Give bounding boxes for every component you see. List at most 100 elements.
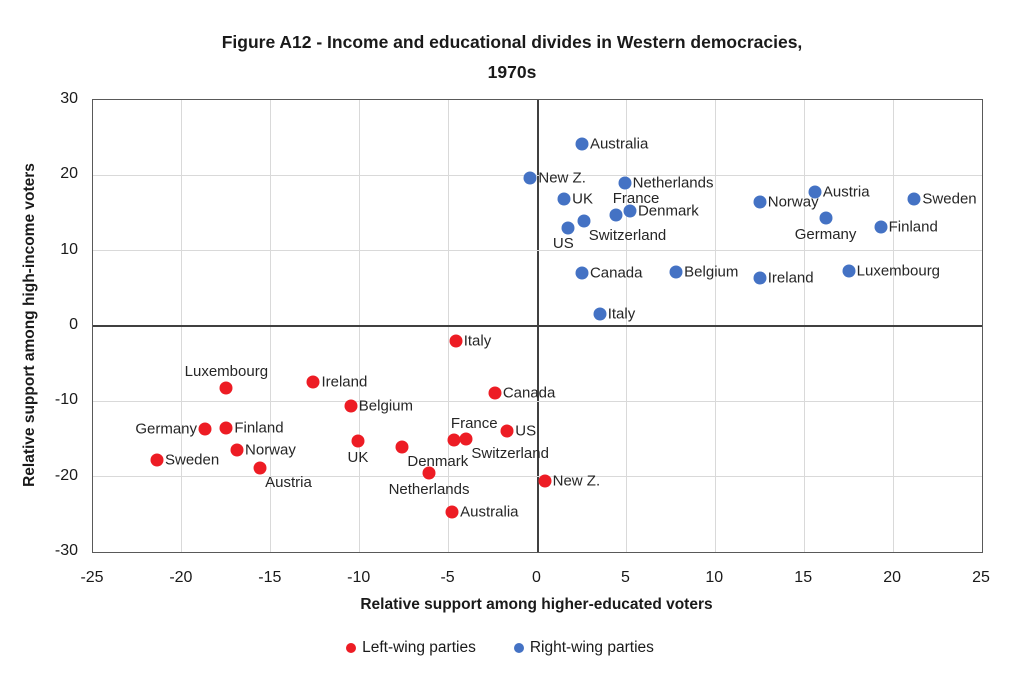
- point-label-right-wing-parties-finland: Finland: [888, 218, 938, 236]
- x-tick-label: -20: [169, 569, 193, 586]
- data-point-right-wing-parties-australia: [575, 137, 589, 151]
- data-point-left-wing-parties-norway: [230, 443, 244, 457]
- y-gridline: [93, 174, 982, 176]
- point-label-left-wing-parties-uk: UK: [347, 449, 369, 467]
- data-point-right-wing-parties-new-z-: [523, 171, 537, 185]
- x-tick-label: 10: [705, 569, 724, 586]
- data-point-right-wing-parties-netherlands: [618, 176, 632, 190]
- point-label-right-wing-parties-australia: Australia: [589, 135, 649, 153]
- point-label-right-wing-parties-uk: UK: [572, 190, 593, 208]
- data-point-left-wing-parties-france: [447, 433, 461, 447]
- y-zero-line: [93, 325, 982, 327]
- point-label-right-wing-parties-luxembourg: Luxembourg: [856, 262, 941, 280]
- point-label-left-wing-parties-norway: Norway: [245, 441, 296, 459]
- data-point-right-wing-parties-italy: [593, 307, 607, 321]
- point-label-left-wing-parties-australia: Australia: [460, 503, 519, 521]
- point-label-left-wing-parties-denmark: Denmark: [407, 452, 469, 470]
- data-point-left-wing-parties-denmark: [395, 440, 409, 454]
- data-point-left-wing-parties-italy: [449, 334, 463, 348]
- y-gridline: [93, 400, 982, 402]
- point-label-left-wing-parties-austria: Austria: [265, 474, 312, 492]
- legend-label-right-wing: Right-wing parties: [529, 639, 654, 656]
- x-tick-label: -15: [258, 569, 282, 586]
- x-tick-label: 15: [794, 569, 813, 586]
- y-tick-label: 30: [60, 90, 78, 107]
- chart-title-line2: 1970s: [487, 62, 537, 82]
- plot-area: Sweden Germany Finland Luxembourg Norway Aust…: [92, 99, 983, 553]
- point-label-right-wing-parties-france: France: [612, 190, 660, 208]
- y-tick-label: 20: [60, 165, 78, 183]
- right-wing-swatch-icon: [513, 643, 524, 653]
- data-point-left-wing-parties-canada: [488, 386, 502, 400]
- point-label-right-wing-parties-austria: Austria: [822, 183, 870, 201]
- point-label-left-wing-parties-us: US: [515, 422, 537, 440]
- point-label-right-wing-parties-switzerland: Switzerland: [588, 227, 667, 245]
- legend-item-right-wing: Right-wing parties: [513, 639, 654, 657]
- point-label-left-wing-parties-france: France: [450, 414, 498, 432]
- x-tick-label: 25: [972, 569, 990, 586]
- point-label-right-wing-parties-belgium: Belgium: [684, 263, 739, 281]
- data-point-left-wing-parties-australia: [445, 505, 459, 519]
- x-axis-title: Relative support among higher-educated v…: [360, 596, 713, 613]
- data-point-right-wing-parties-france: [609, 208, 623, 222]
- data-point-right-wing-parties-germany: [819, 211, 833, 225]
- point-label-left-wing-parties-ireland: Ireland: [321, 373, 368, 391]
- data-point-left-wing-parties-austria: [253, 461, 267, 475]
- data-point-left-wing-parties-luxembourg: [219, 381, 233, 395]
- data-point-right-wing-parties-switzerland: [577, 214, 591, 228]
- data-point-left-wing-parties-switzerland: [459, 432, 473, 446]
- data-point-left-wing-parties-us: [500, 424, 514, 438]
- left-wing-swatch-icon: [346, 643, 357, 653]
- data-point-right-wing-parties-uk: [557, 192, 571, 206]
- data-point-right-wing-parties-austria: [808, 185, 822, 199]
- point-label-right-wing-parties-italy: Italy: [607, 305, 636, 323]
- point-label-right-wing-parties-denmark: Denmark: [637, 202, 699, 220]
- data-point-right-wing-parties-belgium: [669, 265, 683, 279]
- data-point-right-wing-parties-denmark: [623, 204, 637, 218]
- y-tick-label: -10: [54, 391, 78, 409]
- x-tick-label: -10: [347, 569, 371, 586]
- x-tick-label: -5: [440, 569, 455, 586]
- x-tick-label: 20: [883, 569, 901, 586]
- y-tick-label: 10: [60, 240, 78, 258]
- y-gridline: [93, 250, 982, 252]
- data-point-right-wing-parties-sweden: [907, 192, 921, 206]
- data-point-left-wing-parties-germany: [198, 422, 212, 436]
- point-label-left-wing-parties-canada: Canada: [502, 384, 556, 402]
- data-point-right-wing-parties-luxembourg: [842, 264, 856, 278]
- data-point-left-wing-parties-netherlands: [422, 466, 436, 480]
- point-label-left-wing-parties-netherlands: Netherlands: [388, 480, 470, 498]
- x-tick-label: 5: [620, 569, 630, 586]
- data-point-left-wing-parties-new-z-: [538, 474, 552, 488]
- legend-label-left-wing: Left-wing parties: [362, 639, 476, 656]
- y-tick-label: 0: [69, 316, 78, 333]
- legend: Left-wing parties Right-wing parties: [0, 639, 1000, 657]
- point-label-right-wing-parties-us: US: [552, 235, 574, 253]
- point-label-right-wing-parties-sweden: Sweden: [922, 190, 977, 208]
- point-label-left-wing-parties-new-z-: New Z.: [552, 472, 601, 490]
- x-tick-labels: -25 -20 -15 -10 -5 0 5 10 15 20 25: [80, 569, 989, 591]
- data-point-right-wing-parties-finland: [874, 220, 888, 234]
- y-gridline: [93, 476, 982, 478]
- point-label-right-wing-parties-canada: Canada: [589, 264, 643, 281]
- point-label-left-wing-parties-italy: Italy: [463, 332, 492, 350]
- data-point-left-wing-parties-uk: [351, 434, 365, 448]
- x-tick-label: 0: [532, 569, 541, 586]
- point-label-left-wing-parties-finland: Finland: [234, 419, 284, 437]
- data-point-right-wing-parties-canada: [575, 266, 589, 279]
- point-label-right-wing-parties-germany: Germany: [794, 225, 857, 243]
- point-label-right-wing-parties-new-z-: New Z.: [538, 169, 586, 187]
- point-label-right-wing-parties-norway: Norway: [767, 193, 819, 211]
- y-tick-labels: 30 20 10 0 -10 -20 -30: [0, 90, 84, 559]
- point-label-right-wing-parties-ireland: Ireland: [767, 269, 814, 287]
- point-label-left-wing-parties-switzerland: Switzerland: [471, 445, 549, 462]
- point-label-right-wing-parties-netherlands: Netherlands: [632, 174, 714, 192]
- legend-item-left-wing: Left-wing parties: [346, 639, 476, 657]
- data-point-left-wing-parties-sweden: [150, 453, 164, 467]
- data-point-right-wing-parties-ireland: [753, 271, 767, 285]
- point-label-left-wing-parties-belgium: Belgium: [358, 397, 413, 415]
- chart-title: Figure A12 - Income and educational divi…: [0, 27, 1024, 87]
- y-tick-label: -30: [54, 542, 78, 559]
- point-label-left-wing-parties-sweden: Sweden: [165, 451, 220, 469]
